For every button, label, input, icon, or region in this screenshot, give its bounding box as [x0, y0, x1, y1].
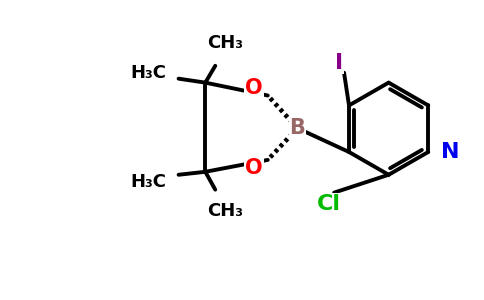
- Text: B: B: [289, 118, 305, 138]
- Text: N: N: [441, 142, 459, 162]
- Text: O: O: [245, 158, 263, 178]
- Text: Cl: Cl: [317, 194, 341, 214]
- Text: I: I: [335, 53, 343, 73]
- Text: H₃C: H₃C: [131, 64, 167, 82]
- Text: CH₃: CH₃: [207, 202, 243, 220]
- Text: H₃C: H₃C: [131, 173, 167, 191]
- Text: CH₃: CH₃: [207, 34, 243, 52]
- Text: O: O: [245, 78, 263, 98]
